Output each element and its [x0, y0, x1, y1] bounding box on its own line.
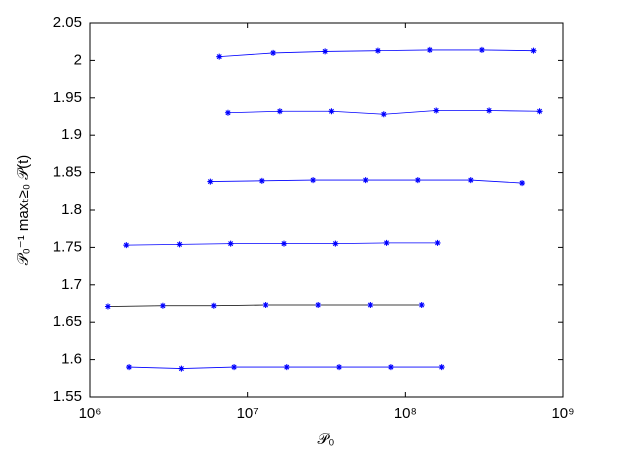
marker: [216, 53, 223, 60]
marker: [322, 48, 329, 55]
marker: [478, 46, 485, 53]
plot-frame: [89, 22, 564, 398]
marker: [231, 364, 238, 371]
marker: [159, 302, 166, 309]
marker: [332, 240, 339, 247]
marker: [414, 177, 421, 184]
marker: [380, 111, 387, 118]
marker: [367, 301, 374, 308]
marker: [536, 108, 543, 115]
marker: [336, 364, 343, 371]
y-tick-label: 1.7: [61, 276, 82, 293]
y-tick-label: 1.55: [53, 388, 82, 405]
marker: [281, 240, 288, 247]
marker: [262, 301, 269, 308]
marker: [126, 364, 133, 371]
marker: [178, 365, 185, 372]
y-tick-label: 1.75: [53, 238, 82, 255]
marker: [207, 178, 214, 185]
y-tick-label: 1.65: [53, 313, 82, 330]
y-axis-label: 𝒫₀⁻¹ maxₜ≥₀ 𝒫(t): [15, 155, 32, 265]
y-tick-label: 1.85: [53, 164, 82, 181]
marker: [104, 303, 111, 310]
marker: [519, 180, 526, 187]
x-tick-label: 10⁹: [551, 405, 574, 422]
y-tick-label: 2.05: [53, 14, 82, 31]
marker: [387, 364, 394, 371]
x-tick-label: 10⁷: [237, 405, 259, 422]
y-tick-label: 2: [74, 51, 82, 68]
marker: [362, 177, 369, 184]
x-tick-label: 10⁸: [394, 405, 417, 422]
y-tick-label: 1.9: [61, 126, 82, 143]
marker: [210, 302, 217, 309]
marker: [227, 240, 234, 247]
marker: [418, 301, 425, 308]
x-axis-label: 𝒫₀: [317, 431, 334, 448]
marker: [315, 301, 322, 308]
marker: [383, 239, 390, 246]
marker: [486, 107, 493, 114]
y-tick-label: 1.8: [61, 201, 82, 218]
y-tick-label: 1.95: [53, 89, 82, 106]
marker: [310, 177, 317, 184]
marker: [467, 177, 474, 184]
marker: [176, 241, 183, 248]
marker: [438, 364, 445, 371]
marker: [434, 239, 441, 246]
marker: [123, 242, 130, 249]
marker: [426, 46, 433, 53]
marker: [433, 107, 440, 114]
marker: [530, 47, 537, 54]
marker: [224, 109, 231, 116]
marker: [270, 49, 277, 56]
y-tick-label: 1.6: [61, 351, 82, 368]
marker: [328, 108, 335, 115]
marker: [283, 364, 290, 371]
marker: [374, 47, 381, 54]
marker: [276, 108, 283, 115]
x-tick-label: 10⁶: [79, 405, 102, 422]
marker: [258, 177, 265, 184]
